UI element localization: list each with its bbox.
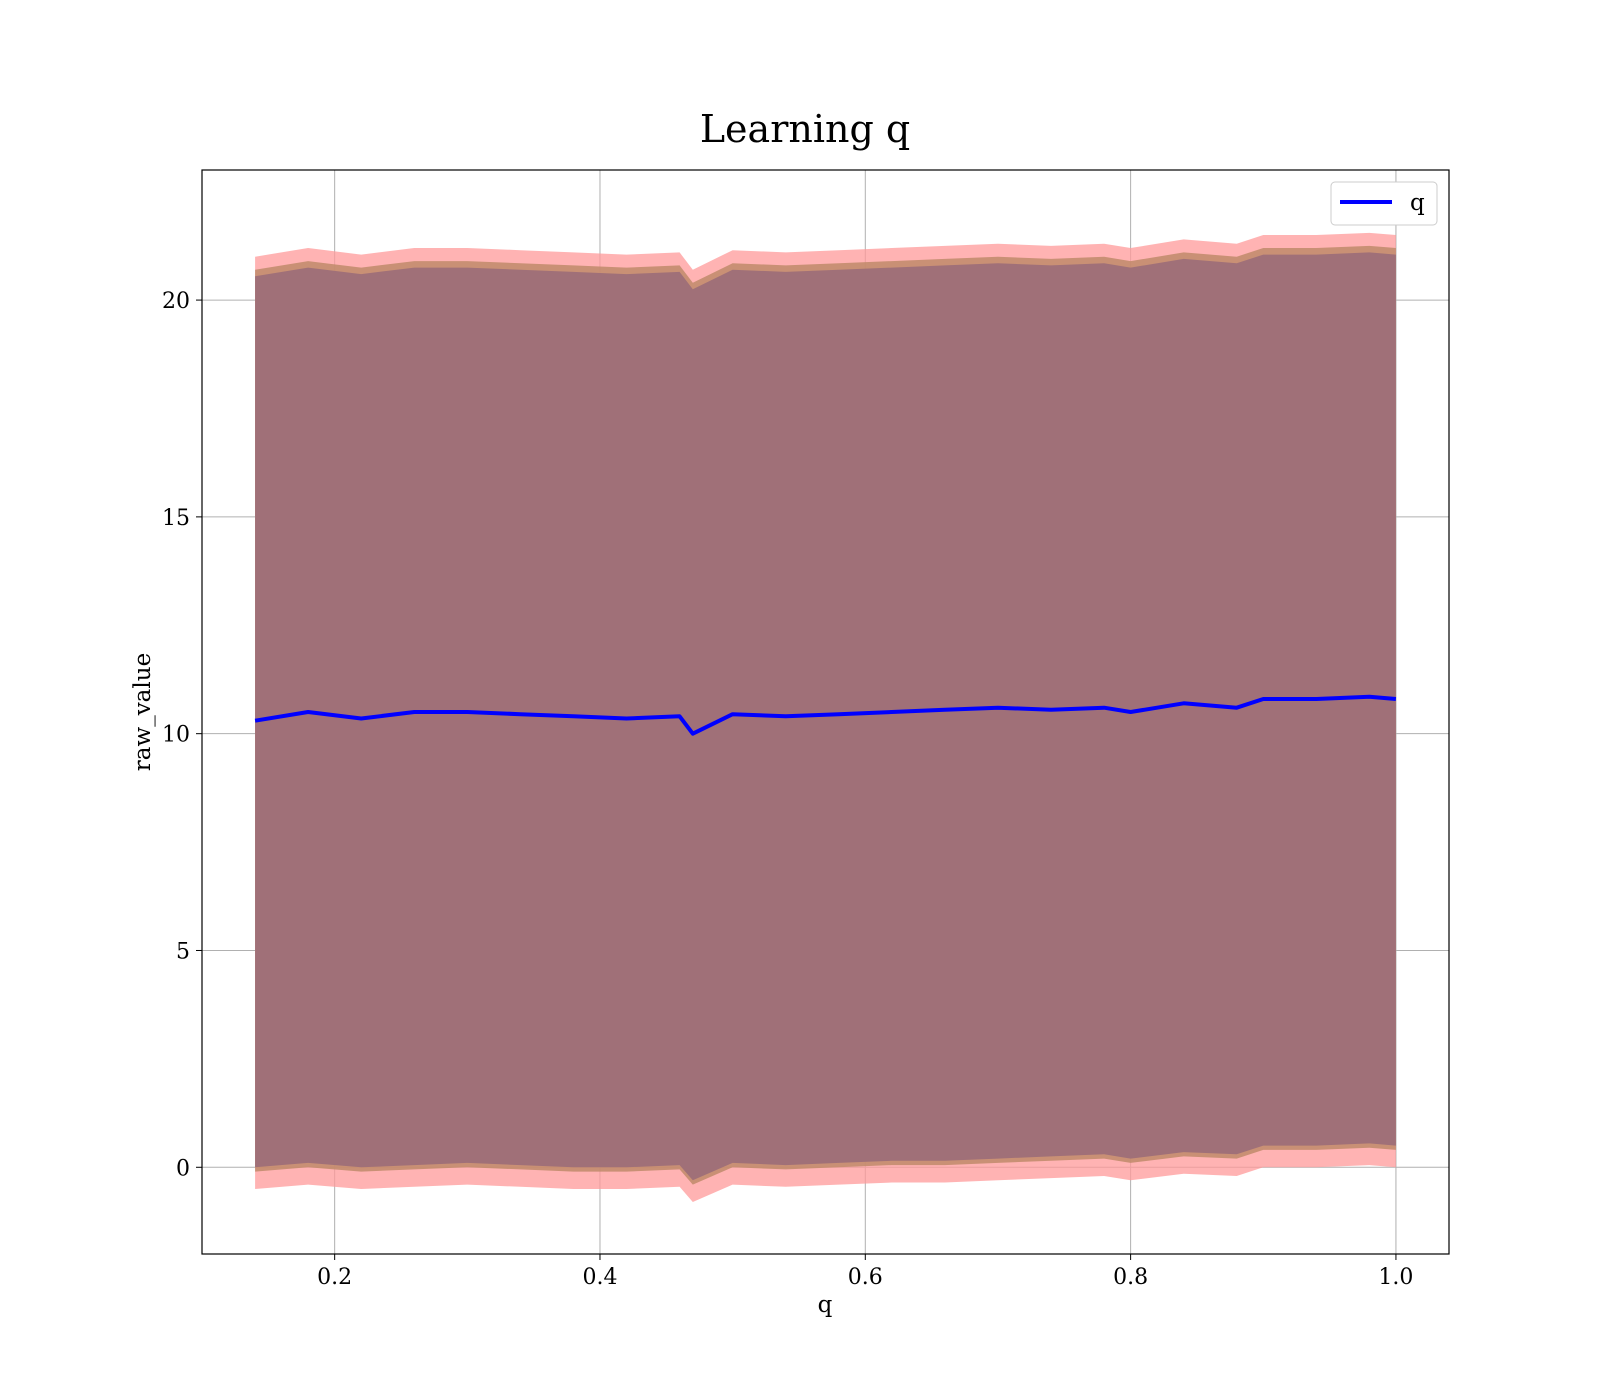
x-axis: 0.2 0.4 0.6 0.8 1.0 bbox=[317, 1254, 1413, 1290]
chart-title: Learning q bbox=[700, 107, 910, 151]
plot-frame bbox=[201, 169, 1450, 1255]
x-tick-label: 0.6 bbox=[848, 1265, 883, 1290]
x-tick-label: 0.4 bbox=[582, 1265, 617, 1290]
y-axis-label: raw_value bbox=[130, 653, 156, 771]
y-tick-label: 20 bbox=[162, 289, 190, 314]
y-tick-label: 10 bbox=[162, 723, 190, 748]
y-tick-label: 5 bbox=[176, 939, 190, 964]
band-layer bbox=[255, 232, 1396, 1202]
legend: q bbox=[1330, 181, 1438, 226]
x-tick-label: 0.2 bbox=[317, 1265, 352, 1290]
line-layer bbox=[254, 694, 1397, 736]
x-axis-label: q bbox=[818, 1292, 833, 1318]
series-line-q bbox=[254, 694, 1397, 736]
x-tick-label: 1.0 bbox=[1378, 1265, 1413, 1290]
legend-entry-q: q bbox=[1410, 190, 1425, 216]
y-tick-label: 0 bbox=[176, 1156, 190, 1181]
y-tick-label: 15 bbox=[162, 506, 190, 531]
y-axis: 0 5 10 15 20 bbox=[162, 289, 202, 1181]
x-tick-label: 0.8 bbox=[1113, 1265, 1148, 1290]
